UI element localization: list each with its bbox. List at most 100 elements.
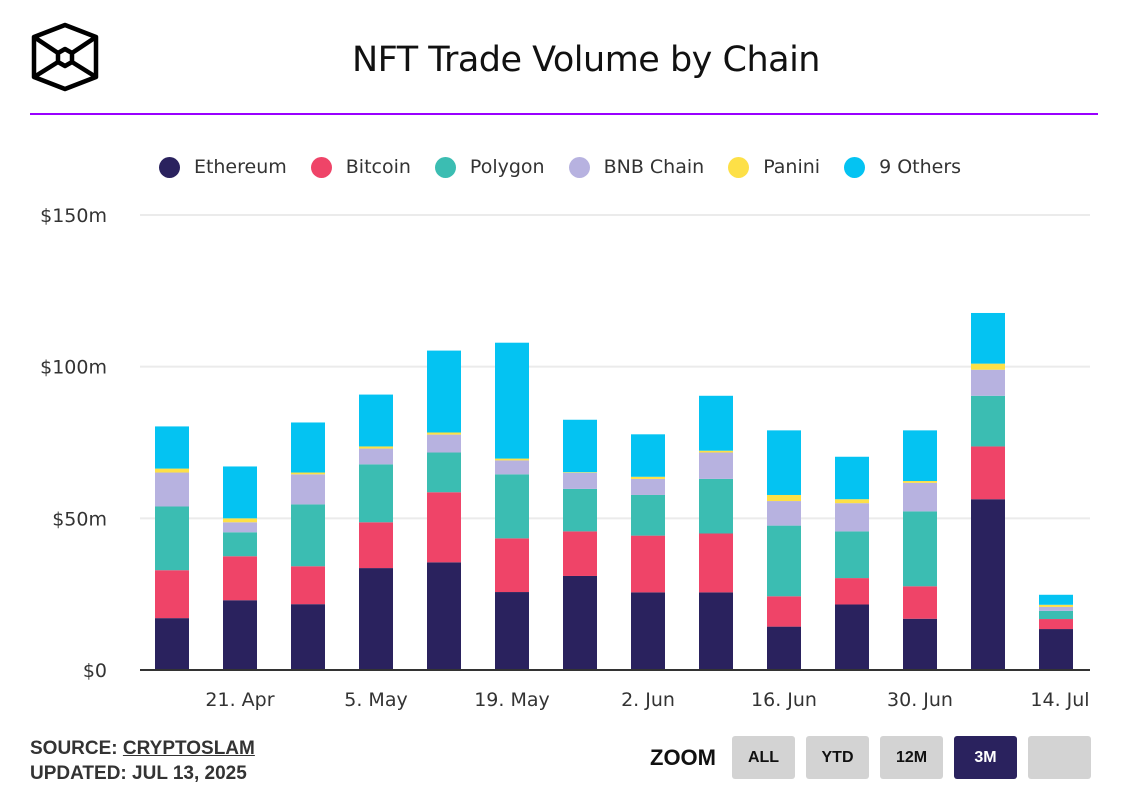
bar-segment-bitcoin[interactable] <box>563 531 597 576</box>
bar-segment-bitcoin[interactable] <box>223 556 257 601</box>
bar-segment-bnb-chain[interactable] <box>427 434 461 453</box>
bar-segment-polygon[interactable] <box>1039 610 1073 620</box>
bar-segment-polygon[interactable] <box>427 452 461 493</box>
bar-segment-bitcoin[interactable] <box>1039 619 1073 630</box>
zoom-all-button[interactable]: ALL <box>732 736 795 779</box>
zoom-12m-button[interactable]: 12M <box>880 736 943 779</box>
bar-segment-polygon[interactable] <box>699 478 733 534</box>
bar-segment-ethereum[interactable] <box>971 499 1005 670</box>
bar-segment-9-others[interactable] <box>563 419 597 473</box>
bar-segment-ethereum[interactable] <box>767 626 801 670</box>
legend-marker <box>568 156 590 178</box>
legend-item-ethereum[interactable]: Ethereum <box>158 156 287 178</box>
bar-segment-9-others[interactable] <box>223 466 257 519</box>
bar-segment-bnb-chain[interactable] <box>835 503 869 532</box>
legend-item-9-others[interactable]: 9 Others <box>844 156 961 178</box>
legend-item-polygon[interactable]: Polygon <box>434 156 545 178</box>
bar-segment-bitcoin[interactable] <box>495 538 529 593</box>
bar-segment-ethereum[interactable] <box>223 600 257 670</box>
bar-segment-panini[interactable] <box>631 476 665 479</box>
bar-segment-panini[interactable] <box>155 468 189 473</box>
bar-segment-polygon[interactable] <box>495 474 529 539</box>
bar-segment-ethereum[interactable] <box>563 575 597 670</box>
bar-segment-bitcoin[interactable] <box>699 533 733 593</box>
bar-segment-polygon[interactable] <box>631 494 665 536</box>
bar-segment-9-others[interactable] <box>1039 594 1073 605</box>
bar-segment-bnb-chain[interactable] <box>359 448 393 465</box>
bar-segment-bnb-chain[interactable] <box>223 522 257 533</box>
bar-segment-panini[interactable] <box>223 518 257 523</box>
bar-segment-polygon[interactable] <box>767 525 801 597</box>
bar-segment-ethereum[interactable] <box>835 604 869 670</box>
zoom-ytd-button[interactable]: YTD <box>806 736 869 779</box>
bar-segment-bnb-chain[interactable] <box>903 482 937 512</box>
legend-item-panini[interactable]: Panini <box>728 156 820 178</box>
bar-segment-panini[interactable] <box>291 472 325 475</box>
bar-segment-panini[interactable] <box>563 472 597 473</box>
bar-segment-panini[interactable] <box>1039 604 1073 607</box>
bar-segment-ethereum[interactable] <box>1039 629 1073 670</box>
bar-segment-polygon[interactable] <box>903 511 937 587</box>
bar-segment-bitcoin[interactable] <box>359 522 393 569</box>
bar-segment-polygon[interactable] <box>563 488 597 532</box>
bar-segment-9-others[interactable] <box>767 430 801 495</box>
bar-segment-9-others[interactable] <box>155 426 189 469</box>
bar-segment-ethereum[interactable] <box>495 592 529 670</box>
bar-segment-9-others[interactable] <box>903 430 937 482</box>
bar-segment-bitcoin[interactable] <box>427 492 461 563</box>
bar-segment-9-others[interactable] <box>971 312 1005 364</box>
bar-segment-9-others[interactable] <box>699 395 733 451</box>
bar-segment-9-others[interactable] <box>291 422 325 473</box>
bar-segment-9-others[interactable] <box>427 350 461 433</box>
bar-segment-bitcoin[interactable] <box>155 570 189 619</box>
bar-segment-polygon[interactable] <box>223 532 257 557</box>
bar-segment-bnb-chain[interactable] <box>971 369 1005 396</box>
legend-item-bitcoin[interactable]: Bitcoin <box>310 156 411 178</box>
bar-segment-panini[interactable] <box>903 481 937 483</box>
bar-segment-polygon[interactable] <box>359 464 393 523</box>
bar-segment-bnb-chain[interactable] <box>155 472 189 507</box>
bar-segment-bitcoin[interactable] <box>767 596 801 627</box>
title-divider <box>30 113 1098 115</box>
bar-segment-bnb-chain[interactable] <box>291 474 325 505</box>
bar-segment-bnb-chain[interactable] <box>767 501 801 526</box>
bar-segment-bitcoin[interactable] <box>631 535 665 593</box>
bar-segment-9-others[interactable] <box>631 434 665 477</box>
bar-segment-9-others[interactable] <box>835 456 869 500</box>
bar-segment-bnb-chain[interactable] <box>495 460 529 475</box>
bar-segment-bnb-chain[interactable] <box>1039 606 1073 611</box>
bar-segment-bitcoin[interactable] <box>835 578 869 605</box>
bar-segment-bnb-chain[interactable] <box>631 478 665 495</box>
zoom-extra-button[interactable] <box>1028 736 1091 779</box>
bar-segment-polygon[interactable] <box>155 506 189 571</box>
bar-segment-bitcoin[interactable] <box>291 566 325 605</box>
bar-segment-ethereum[interactable] <box>155 618 189 670</box>
bar-segment-ethereum[interactable] <box>631 592 665 670</box>
bar-segment-panini[interactable] <box>495 458 529 461</box>
legend-label: Ethereum <box>193 156 287 178</box>
bar-segment-panini[interactable] <box>767 494 801 502</box>
bar-segment-polygon[interactable] <box>835 531 869 579</box>
bar-segment-ethereum[interactable] <box>359 568 393 670</box>
bar-segment-ethereum[interactable] <box>291 604 325 670</box>
bar-segment-ethereum[interactable] <box>903 618 937 670</box>
bar-segment-bitcoin[interactable] <box>903 586 937 619</box>
bar-segment-polygon[interactable] <box>291 504 325 567</box>
bar-segment-panini[interactable] <box>971 363 1005 370</box>
bar-segment-9-others[interactable] <box>495 342 529 459</box>
bar-segment-bnb-chain[interactable] <box>699 452 733 479</box>
source-link[interactable]: CRYPTOSLAM <box>122 738 255 759</box>
legend-item-bnb-chain[interactable]: BNB Chain <box>568 156 704 178</box>
bar-segment-ethereum[interactable] <box>427 562 461 670</box>
bar-segment-9-others[interactable] <box>359 394 393 447</box>
bar-segment-polygon[interactable] <box>971 395 1005 447</box>
bar-segment-panini[interactable] <box>359 446 393 449</box>
bar-segment-panini[interactable] <box>699 450 733 453</box>
zoom-3m-button[interactable]: 3M <box>954 736 1017 779</box>
bar-segment-panini[interactable] <box>427 432 461 435</box>
bar-segment-bitcoin[interactable] <box>971 446 1005 500</box>
bar-segment-ethereum[interactable] <box>699 592 733 670</box>
cryptoslam-logo <box>31 22 99 92</box>
bar-segment-panini[interactable] <box>835 499 869 504</box>
bar-segment-bnb-chain[interactable] <box>563 472 597 489</box>
